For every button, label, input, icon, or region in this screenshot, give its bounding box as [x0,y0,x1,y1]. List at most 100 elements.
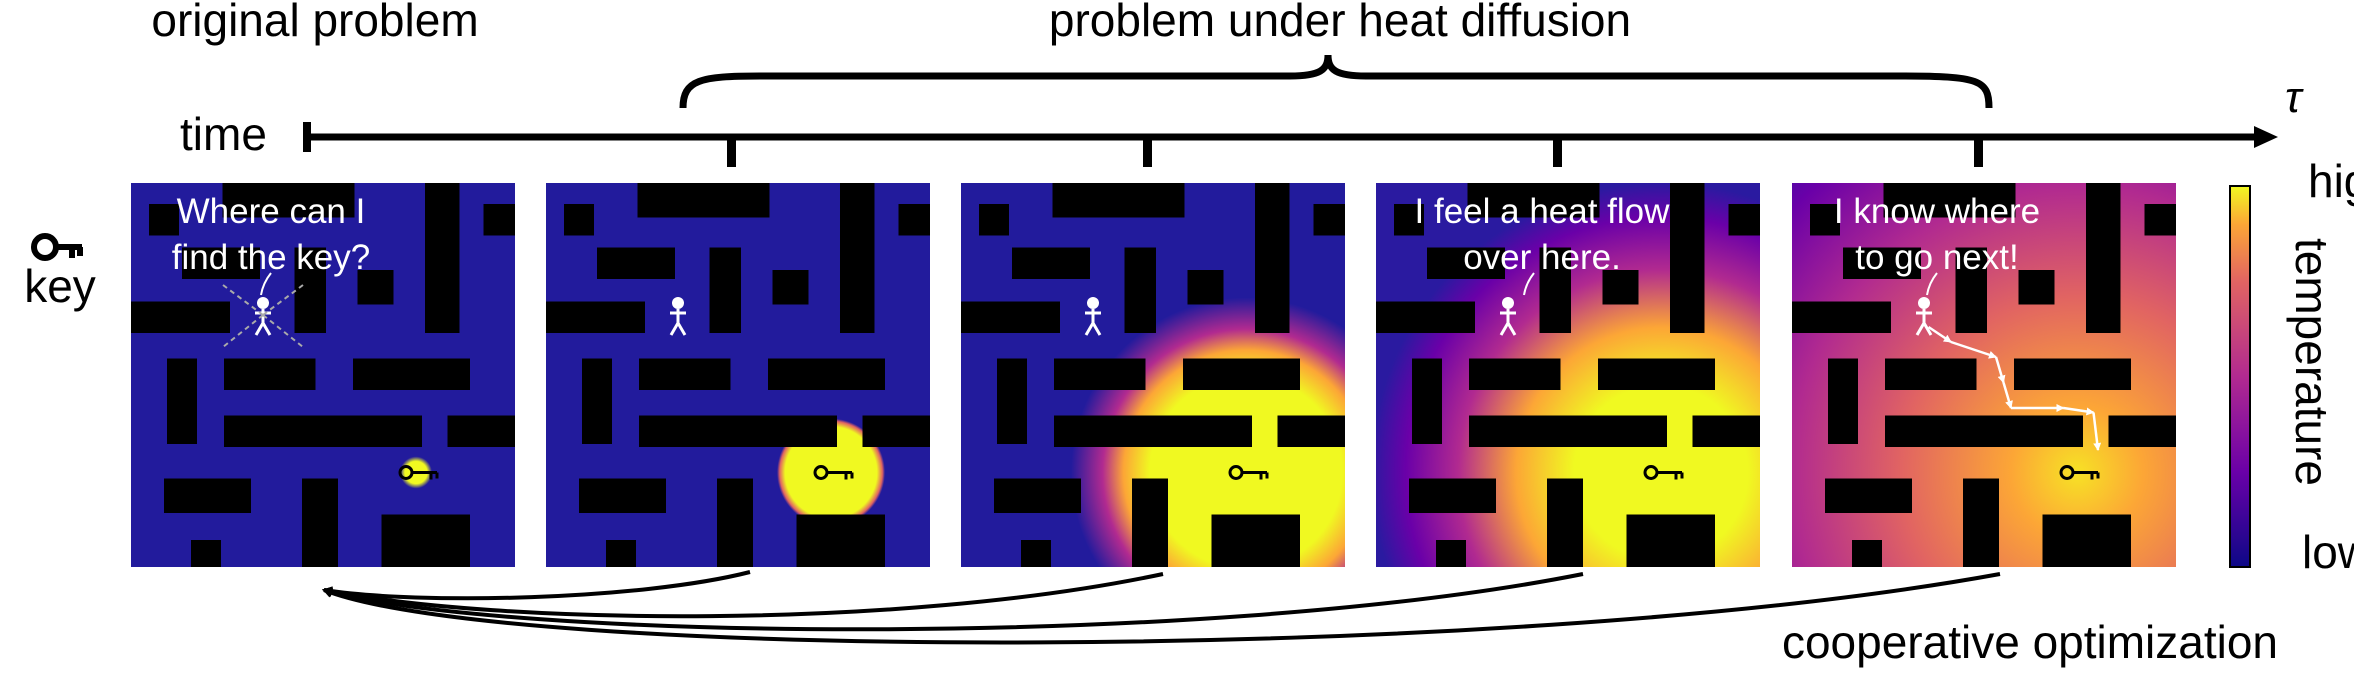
key-icon-ring [1228,465,1244,480]
maze-wall [1692,415,1760,447]
maze-wall [191,540,221,567]
maze-wall [1626,514,1715,567]
maze-panel [546,183,930,567]
maze-wall [1602,270,1639,305]
maze-wall [1427,247,1505,279]
maze-wall [1792,301,1891,333]
agent-head [1087,297,1099,309]
speech-text: I feel a heat flow [1415,192,1671,231]
maze-wall [302,478,338,567]
maze-wall [840,183,875,333]
maze-wall [1183,358,1300,390]
time-ticks [727,137,1983,167]
key-icon [1656,471,1684,480]
maze-wall [637,183,770,218]
maze-wall [997,358,1027,444]
maze-wall [1012,247,1090,279]
maze-wall [898,204,930,236]
maze-wall [1728,204,1760,236]
maze-wall [717,478,753,567]
maze-wall [1052,183,1185,218]
maze-wall [222,183,355,218]
maze-wall [224,415,422,447]
left-title: original problem [151,0,478,46]
maze-wall [564,204,594,236]
footer: cooperative optimization [1782,616,2278,668]
maze-wall [2108,415,2176,447]
maze-panel [131,183,515,567]
maze-wall [709,247,741,333]
agent [669,309,687,336]
maze-wall [1412,358,1442,444]
time-label: time [180,108,267,160]
route-arrow [2063,406,2095,416]
maze-wall [1313,204,1345,236]
maze-wall [447,415,515,447]
maze-wall [1852,540,1882,567]
speech-tail [1523,272,1535,296]
route-arrow [1950,340,1997,359]
maze-wall [1054,358,1146,390]
maze-wall [597,247,675,279]
key-legend-icon [31,233,83,261]
maze-wall [1810,204,1840,236]
maze-wall [1277,415,1345,447]
agent [1499,309,1517,336]
maze-wall [1394,204,1424,236]
maze-wall [1843,247,1921,279]
maze-wall [639,415,837,447]
maze-wall [1436,540,1466,567]
time-start [303,122,311,152]
maze-wall [639,358,731,390]
maze-wall [2014,358,2131,390]
feedback-arrows [322,570,2001,645]
maze-wall [294,247,326,333]
maze-wall [1883,183,2016,218]
maze-wall [149,204,179,236]
speech-text: over here. [1463,238,1621,277]
maze-wall [1211,514,1300,567]
maze-wall [1409,478,1496,513]
maze-wall [224,358,316,390]
route-arrow [2092,412,2102,451]
maze-wall [1255,183,1290,333]
maze-wall [582,358,612,444]
maze-wall [1955,247,1987,333]
maze-wall [961,301,1060,333]
speech-text: Where can I [177,192,366,231]
maze-wall [979,204,1009,236]
speech-tail [1926,272,1938,296]
route-arrow [1994,356,2006,384]
key-icon-ring [1643,465,1659,480]
maze-wall [2018,270,2055,305]
tau: τ [2285,73,2304,122]
brace [679,54,1993,109]
maze-wall [353,358,470,390]
maze-wall [1467,183,1600,218]
maze-wall [796,514,885,567]
agent-head [672,297,684,309]
speech-tail [260,272,272,296]
maze-panel [1792,183,2176,567]
route-arrow [2002,382,2013,409]
maze-wall [2144,204,2176,236]
maze-wall [862,415,930,447]
key-icon [411,471,439,480]
key-icon-ring [2059,465,2075,480]
key-icon-ring [813,465,829,480]
maze-wall [1124,247,1156,333]
agent-head [257,297,269,309]
maze-wall [425,183,460,333]
colorbar-low: low [2302,526,2354,578]
maze-wall [131,301,230,333]
maze-wall [381,514,470,567]
maze-wall [1054,415,1252,447]
maze-wall [1376,301,1475,333]
maze-wall [483,204,515,236]
right-title: problem under heat diffusion [1049,0,1631,46]
maze-panel [961,183,1345,567]
maze-wall [1885,358,1977,390]
maze-wall [546,301,645,333]
key-icon [1241,471,1269,480]
